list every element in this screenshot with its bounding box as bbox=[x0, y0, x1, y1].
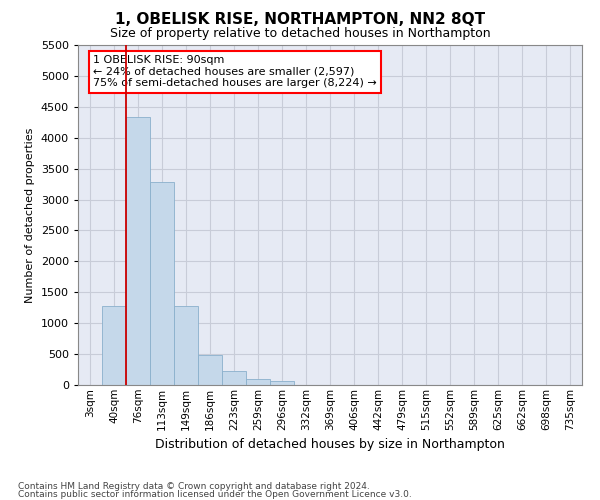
Y-axis label: Number of detached properties: Number of detached properties bbox=[25, 128, 35, 302]
Text: Size of property relative to detached houses in Northampton: Size of property relative to detached ho… bbox=[110, 28, 490, 40]
Bar bbox=[222, 371, 246, 385]
Text: 1 OBELISK RISE: 90sqm
← 24% of detached houses are smaller (2,597)
75% of semi-d: 1 OBELISK RISE: 90sqm ← 24% of detached … bbox=[93, 55, 377, 88]
Bar bbox=[126, 116, 150, 385]
Text: 1, OBELISK RISE, NORTHAMPTON, NN2 8QT: 1, OBELISK RISE, NORTHAMPTON, NN2 8QT bbox=[115, 12, 485, 28]
Bar bbox=[246, 380, 270, 385]
Text: Contains public sector information licensed under the Open Government Licence v3: Contains public sector information licen… bbox=[18, 490, 412, 499]
Bar bbox=[270, 382, 294, 385]
Bar bbox=[150, 182, 174, 385]
Bar bbox=[198, 356, 222, 385]
Bar bbox=[102, 306, 126, 385]
Bar bbox=[174, 306, 198, 385]
X-axis label: Distribution of detached houses by size in Northampton: Distribution of detached houses by size … bbox=[155, 438, 505, 451]
Text: Contains HM Land Registry data © Crown copyright and database right 2024.: Contains HM Land Registry data © Crown c… bbox=[18, 482, 370, 491]
